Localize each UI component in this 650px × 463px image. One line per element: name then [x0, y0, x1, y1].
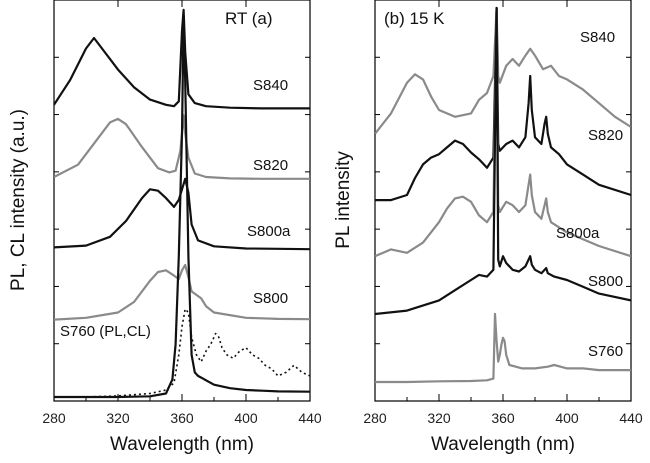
panel-b-curves [375, 6, 631, 384]
panel-a-label-s820: S820 [253, 157, 288, 174]
x-tick-label: 360 [491, 410, 515, 426]
panel-b: 280 320 360 400 440 (b) 15 K S840 S820 S800a… [333, 0, 643, 455]
series-line-s820 [375, 6, 631, 202]
x-tick-label: 440 [298, 410, 322, 426]
panel-a-label-s760: S760 (PL,CL) [60, 323, 151, 340]
panel-a-y-ticks [54, 56, 310, 345]
panel-a-label-s800a: S800a [247, 223, 291, 240]
x-tick-label: 320 [106, 410, 130, 426]
x-tick-label: 360 [170, 410, 194, 426]
panel-b-label-s820: S820 [588, 127, 623, 144]
panel-b-y-axis-title: PL intensity [333, 151, 354, 249]
panel-a-label: RT (a) [225, 9, 273, 28]
x-tick-label: 280 [42, 410, 66, 426]
series-line-s800 [375, 6, 631, 316]
series-line-s760-cl- [54, 308, 310, 398]
panel-b-label-s800a: S800a [556, 225, 600, 242]
panel-a-curves [54, 8, 310, 399]
series-line-s760 [375, 312, 631, 384]
panel-a: 280 320 360 400 440 RT (a) S840 S820 S800a S… [8, 0, 322, 455]
x-tick-label: 400 [234, 410, 258, 426]
panel-b-y-ticks [375, 56, 631, 345]
x-tick-label: 320 [427, 410, 451, 426]
panel-a-label-s800: S800 [253, 290, 288, 307]
series-line-s800a [54, 177, 310, 251]
x-tick-label: 280 [363, 410, 387, 426]
series-line-s840 [375, 6, 631, 135]
panel-a-label-s840: S840 [253, 77, 288, 94]
panel-a-x-axis-title: Wavelength (nm) [110, 434, 254, 455]
x-tick-label: 440 [619, 410, 643, 426]
series-line-s820 [54, 114, 310, 180]
panel-b-label-s800: S800 [588, 273, 623, 290]
series-line-s760-pl- [54, 15, 310, 399]
x-tick-label: 400 [555, 410, 579, 426]
panel-b-x-ticks: 280 320 360 400 440 [363, 0, 643, 426]
panel-b-x-axis-title: Wavelength (nm) [431, 434, 575, 455]
panel-b-label-s840: S840 [580, 29, 615, 46]
panel-b-label-s760: S760 [588, 343, 623, 360]
series-line-s800a [375, 6, 631, 258]
series-line-s800 [54, 263, 310, 321]
panel-a-y-axis-title: PL, CL intensity (a.u.) [8, 109, 29, 291]
series-line-s840 [54, 8, 310, 110]
panel-b-label: (b) 15 K [384, 9, 445, 28]
